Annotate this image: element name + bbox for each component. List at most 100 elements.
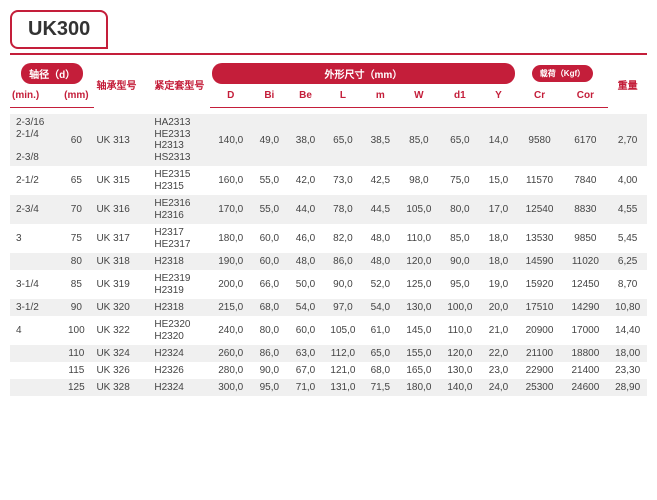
cell-D: 190,0: [210, 253, 251, 270]
cell-L: 65,0: [324, 114, 363, 166]
cell-L: 121,0: [324, 362, 363, 379]
cell-D: 240,0: [210, 316, 251, 345]
hdr-sleeve: 紧定套型号: [154, 81, 204, 92]
cell-Cr: 11570: [517, 166, 563, 195]
table-row: 3-1/290UK 320H2318215,068,054,097,054,01…: [10, 299, 647, 316]
cell-wt: 8,70: [608, 270, 647, 299]
hdr-Bi: Bi: [264, 90, 274, 101]
cell-Bi: 80,0: [251, 316, 287, 345]
cell-Cor: 12450: [562, 270, 608, 299]
cell-m: 44,5: [362, 195, 398, 224]
cell-Y: 19,0: [480, 270, 516, 299]
cell-d1: 130,0: [439, 362, 480, 379]
cell-m: 52,0: [362, 270, 398, 299]
cell-W: 125,0: [398, 270, 439, 299]
cell-min: 3-1/4: [10, 270, 58, 299]
hdr-mm: (mm): [64, 90, 88, 101]
cell-min: 3: [10, 224, 58, 253]
cell-Be: 42,0: [287, 166, 323, 195]
cell-Y: 17,0: [480, 195, 516, 224]
hdr-Cor: Cor: [577, 90, 594, 101]
cell-L: 78,0: [324, 195, 363, 224]
cell-d1: 95,0: [439, 270, 480, 299]
cell-Cr: 25300: [517, 379, 563, 396]
cell-sleeve: HE2319H2319: [152, 270, 210, 299]
cell-wt: 28,90: [608, 379, 647, 396]
cell-Y: 18,0: [480, 253, 516, 270]
table-row: 4100UK 322HE2320H2320240,080,060,0105,06…: [10, 316, 647, 345]
table-row: 125UK 328H2324300,095,071,0131,071,5180,…: [10, 379, 647, 396]
cell-d1: 140,0: [439, 379, 480, 396]
cell-W: 130,0: [398, 299, 439, 316]
cell-Be: 67,0: [287, 362, 323, 379]
cell-Cor: 6170: [562, 114, 608, 166]
cell-Cr: 20900: [517, 316, 563, 345]
cell-wt: 14,40: [608, 316, 647, 345]
hdr-m: m: [376, 90, 385, 101]
cell-mm: 90: [58, 299, 94, 316]
hdr-dims: 外形尺寸（mm）: [212, 63, 514, 84]
cell-wt: 23,30: [608, 362, 647, 379]
cell-min: 3-1/2: [10, 299, 58, 316]
cell-d1: 110,0: [439, 316, 480, 345]
cell-sleeve: H2318: [152, 253, 210, 270]
hdr-shaft: 轴径（d）: [21, 63, 83, 84]
cell-D: 260,0: [210, 345, 251, 362]
cell-L: 90,0: [324, 270, 363, 299]
header-divider: [10, 53, 647, 55]
cell-sleeve: H2318: [152, 299, 210, 316]
cell-W: 85,0: [398, 114, 439, 166]
cell-model: UK 320: [94, 299, 152, 316]
cell-model: UK 328: [94, 379, 152, 396]
table-row: 2-1/265UK 315HE2315H2315160,055,042,073,…: [10, 166, 647, 195]
cell-Cr: 21100: [517, 345, 563, 362]
cell-d1: 100,0: [439, 299, 480, 316]
cell-model: UK 318: [94, 253, 152, 270]
spec-table: 轴径（d） 轴承型号 紧定套型号 外形尺寸（mm） 载荷（Kgf） 重量 (mi…: [10, 61, 647, 396]
cell-d1: 90,0: [439, 253, 480, 270]
cell-Y: 23,0: [480, 362, 516, 379]
cell-wt: 18,00: [608, 345, 647, 362]
cell-mm: 70: [58, 195, 94, 224]
hdr-D: D: [227, 90, 234, 101]
hdr-weight: 重量: [618, 81, 638, 92]
cell-W: 180,0: [398, 379, 439, 396]
table-body: 2-3/162-1/4 2-3/860UK 313HA2313HE2313H23…: [10, 114, 647, 396]
hdr-Cr: Cr: [534, 90, 545, 101]
cell-m: 38,5: [362, 114, 398, 166]
cell-model: UK 319: [94, 270, 152, 299]
cell-d1: 85,0: [439, 224, 480, 253]
cell-min: 2-3/162-1/4 2-3/8: [10, 114, 58, 166]
cell-Cor: 8830: [562, 195, 608, 224]
cell-model: UK 326: [94, 362, 152, 379]
cell-Bi: 60,0: [251, 253, 287, 270]
cell-Bi: 66,0: [251, 270, 287, 299]
cell-wt: 5,45: [608, 224, 647, 253]
cell-min: 4: [10, 316, 58, 345]
cell-sleeve: H2317HE2317: [152, 224, 210, 253]
cell-mm: 115: [58, 362, 94, 379]
table-row: 80UK 318H2318190,060,048,086,048,0120,09…: [10, 253, 647, 270]
cell-Be: 48,0: [287, 253, 323, 270]
cell-sleeve: HE2315H2315: [152, 166, 210, 195]
cell-L: 73,0: [324, 166, 363, 195]
table-row: 375UK 317H2317HE2317180,060,046,082,048,…: [10, 224, 647, 253]
cell-Be: 50,0: [287, 270, 323, 299]
cell-Y: 24,0: [480, 379, 516, 396]
cell-mm: 75: [58, 224, 94, 253]
cell-wt: 4,00: [608, 166, 647, 195]
cell-min: [10, 362, 58, 379]
hdr-L: L: [340, 90, 346, 101]
cell-m: 61,0: [362, 316, 398, 345]
cell-sleeve: HA2313HE2313H2313HS2313: [152, 114, 210, 166]
hdr-model: 轴承型号: [96, 81, 136, 92]
cell-Y: 14,0: [480, 114, 516, 166]
cell-model: UK 317: [94, 224, 152, 253]
cell-sleeve: HE2316H2316: [152, 195, 210, 224]
cell-wt: 4,55: [608, 195, 647, 224]
hdr-d1: d1: [454, 90, 466, 101]
cell-m: 65,0: [362, 345, 398, 362]
cell-Y: 18,0: [480, 224, 516, 253]
cell-min: [10, 345, 58, 362]
cell-mm: 85: [58, 270, 94, 299]
